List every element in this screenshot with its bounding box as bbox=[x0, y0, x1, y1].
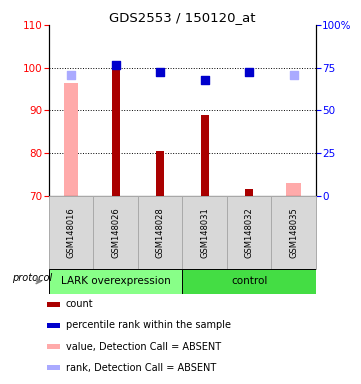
Bar bbox=[49, 269, 182, 294]
Text: GSM148028: GSM148028 bbox=[156, 207, 165, 258]
Bar bbox=[287, 183, 301, 196]
Text: GSM148032: GSM148032 bbox=[245, 207, 253, 258]
Bar bbox=[271, 196, 316, 269]
Bar bbox=[47, 302, 60, 307]
Point bbox=[202, 76, 208, 83]
Bar bbox=[64, 83, 78, 196]
Bar bbox=[138, 196, 182, 269]
Point bbox=[246, 69, 252, 75]
Text: protocol: protocol bbox=[12, 273, 52, 283]
Text: GSM148016: GSM148016 bbox=[66, 207, 75, 258]
Text: GSM148031: GSM148031 bbox=[200, 207, 209, 258]
Bar bbox=[49, 196, 93, 269]
Bar bbox=[156, 151, 164, 196]
Text: count: count bbox=[66, 299, 93, 310]
Text: rank, Detection Call = ABSENT: rank, Detection Call = ABSENT bbox=[66, 362, 216, 373]
Bar bbox=[112, 61, 119, 196]
Text: value, Detection Call = ABSENT: value, Detection Call = ABSENT bbox=[66, 341, 221, 352]
Point bbox=[291, 72, 296, 78]
Title: GDS2553 / 150120_at: GDS2553 / 150120_at bbox=[109, 11, 256, 24]
Bar bbox=[201, 115, 209, 196]
Bar bbox=[227, 196, 271, 269]
Point bbox=[68, 71, 74, 78]
Text: LARK overexpression: LARK overexpression bbox=[61, 276, 170, 286]
Point bbox=[157, 69, 163, 75]
Bar bbox=[182, 196, 227, 269]
Bar bbox=[47, 365, 60, 370]
Point bbox=[113, 62, 118, 68]
Bar bbox=[93, 196, 138, 269]
Text: GSM148026: GSM148026 bbox=[111, 207, 120, 258]
Bar bbox=[182, 269, 316, 294]
Bar bbox=[47, 323, 60, 328]
Text: control: control bbox=[231, 276, 267, 286]
Bar bbox=[47, 344, 60, 349]
Text: percentile rank within the sample: percentile rank within the sample bbox=[66, 320, 231, 331]
Text: GSM148035: GSM148035 bbox=[289, 207, 298, 258]
Bar bbox=[245, 189, 253, 196]
